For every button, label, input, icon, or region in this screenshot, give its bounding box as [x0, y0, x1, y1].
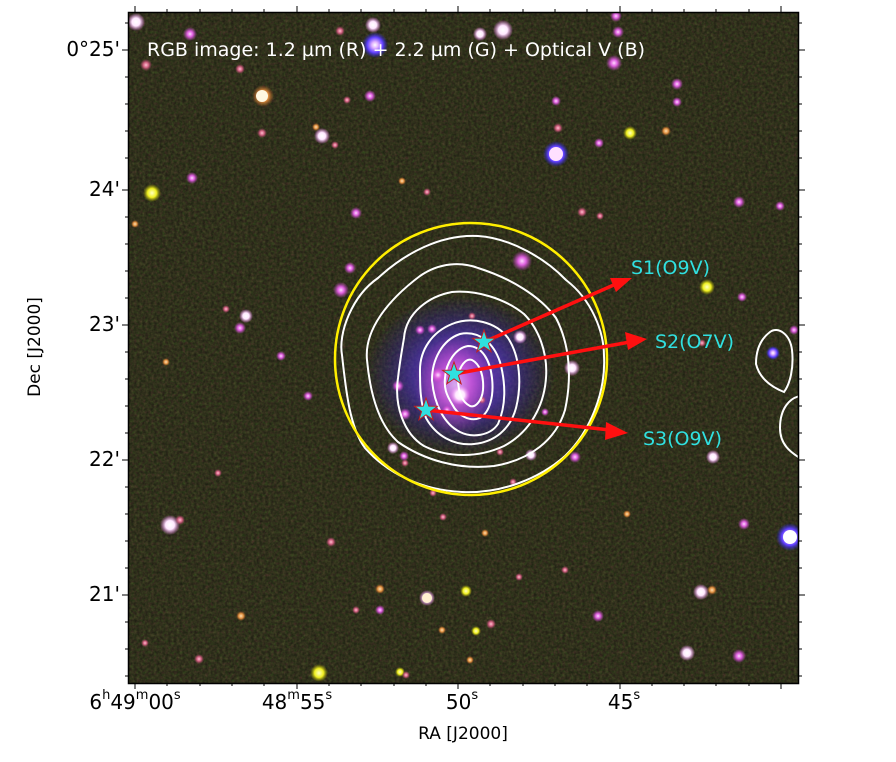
field-stars — [129, 12, 798, 682]
star-marker-s2-icon — [441, 360, 467, 385]
label-s2: S2(O7V) — [655, 331, 734, 353]
y-tick-label: 22' — [89, 447, 120, 471]
star-marker-s1-icon — [471, 328, 497, 353]
x-tick-unit: h — [102, 688, 111, 704]
sky-image: S1(O9V) S2(O7V) S3(O9V) RGB image: 1.2 µ… — [129, 12, 798, 683]
label-s3: S3(O9V) — [643, 428, 722, 450]
plot-frame — [127, 11, 800, 685]
x-tick-minutes: 48 — [261, 690, 288, 714]
image-overlay-title: RGB image: 1.2 µm (R) + 2.2 µm (G) + Opt… — [147, 39, 645, 61]
x-axis-title: RA [J2000] — [418, 724, 508, 744]
star-marker-s3-icon — [413, 396, 439, 421]
y-tick-label: 24' — [89, 177, 120, 201]
y-tick-label: 23' — [89, 312, 120, 336]
y-axis-title: Dec [J2000] — [25, 297, 45, 397]
x-tick-unit: s — [325, 688, 333, 704]
x-tick-label: 6h49m00s — [89, 688, 181, 714]
star-markers — [413, 328, 497, 421]
arrowhead-s2 — [625, 332, 647, 350]
label-s1: S1(O9V) — [631, 257, 710, 279]
x-tick-unit: s — [173, 688, 181, 704]
y-tick-label: 0°25' — [66, 37, 120, 61]
x-tick-label: 48m55s — [261, 688, 333, 714]
x-tick-unit: m — [287, 688, 300, 704]
arrow-s3 — [425, 408, 611, 432]
yellow-aperture-circle — [333, 221, 609, 497]
axis-ticks — [122, 6, 805, 689]
x-tick-label: 45s — [607, 688, 641, 714]
x-tick-unit: s — [471, 688, 479, 704]
x-tick-unit: m — [135, 688, 149, 704]
x-tick-minutes: 49 — [110, 690, 136, 714]
x-tick-seconds: 00 — [148, 690, 174, 714]
x-tick-seconds: 55 — [299, 690, 326, 714]
x-tick-seconds: 50 — [445, 690, 472, 714]
arrow-s2 — [453, 340, 631, 376]
arrow-s1 — [483, 282, 617, 344]
y-tick-label: 21' — [89, 582, 120, 606]
arrowhead-s3 — [605, 422, 628, 440]
x-tick-unit: s — [633, 688, 641, 704]
x-tick-seconds: 45 — [607, 690, 634, 714]
x-tick-hours: 6 — [89, 690, 103, 714]
arrowhead-s1 — [610, 278, 632, 292]
x-tick-label: 50s — [445, 688, 479, 714]
arrows — [425, 278, 647, 440]
